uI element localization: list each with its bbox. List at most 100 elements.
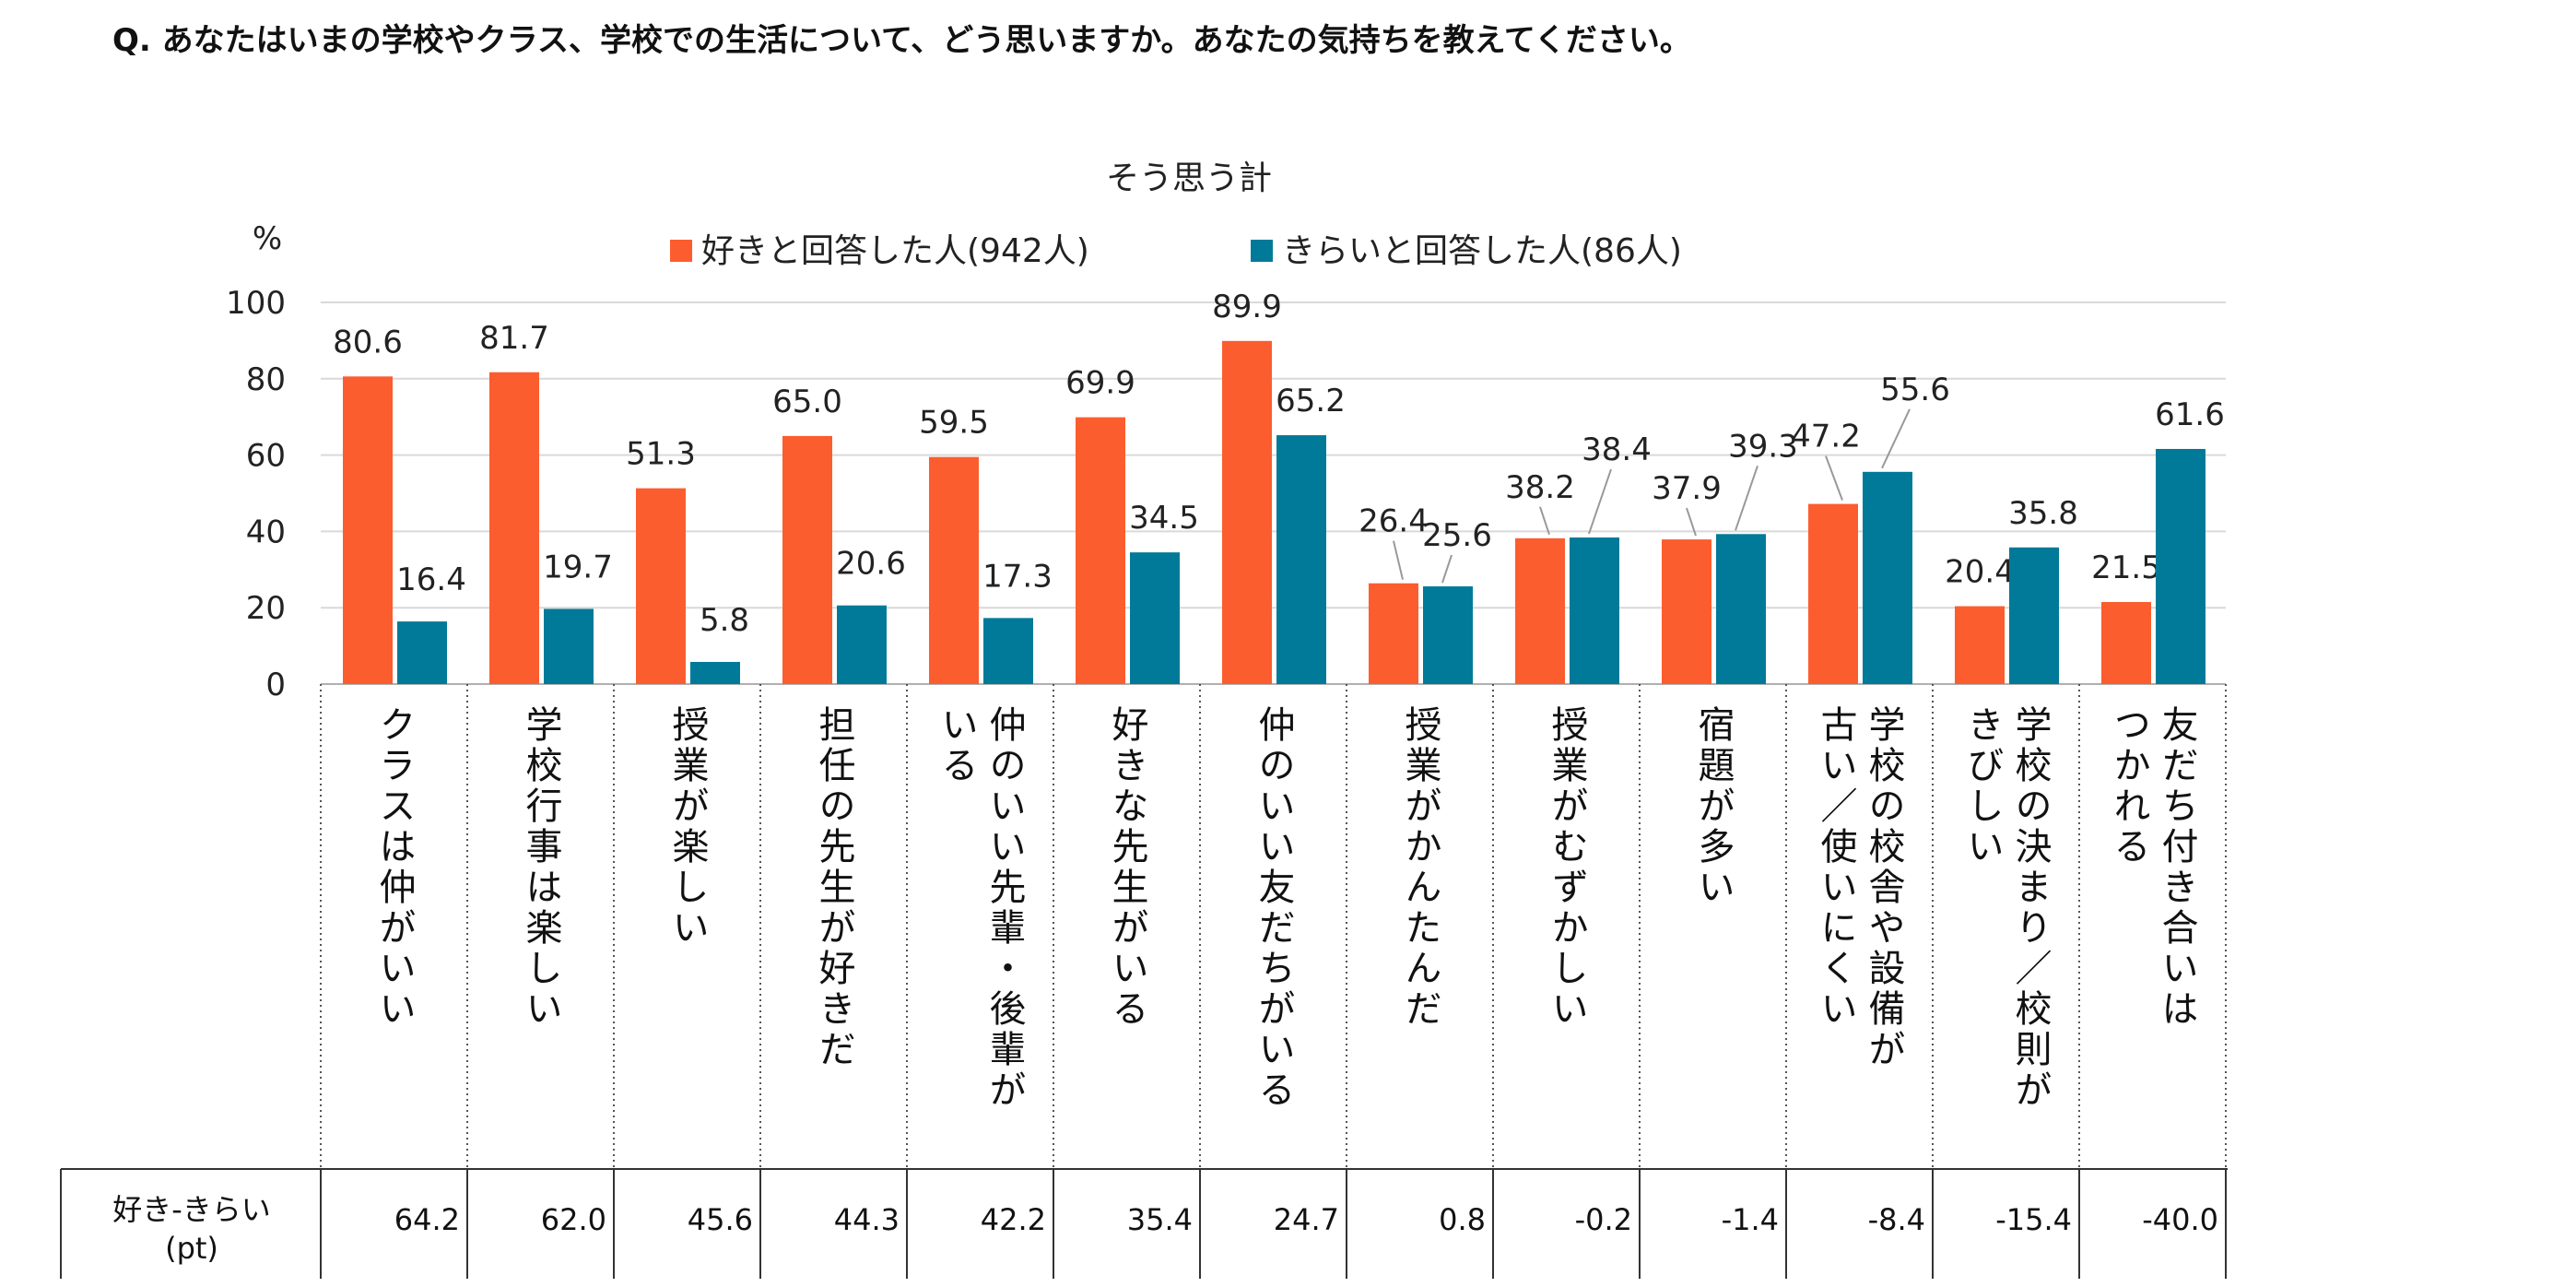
diff-value-2: 45.6 (687, 1202, 753, 1237)
bar-s0-c12 (2101, 601, 2151, 684)
value-label-s1-c4: 17.3 (982, 558, 1053, 595)
category-label-10: 学校の校舎や設備が 古い／使いにくい (1786, 705, 1933, 1185)
bar-s1-c2 (690, 661, 740, 684)
bar-s0-c4 (929, 456, 979, 684)
leader-line-s1-c8 (1588, 468, 1612, 535)
category-label-line: つかれる (2107, 705, 2150, 868)
diff-value-12: -40.0 (2142, 1202, 2218, 1237)
legend-swatch-0 (670, 240, 692, 262)
legend-swatch-1 (1251, 240, 1273, 262)
bar-s0-c10 (1808, 503, 1858, 684)
category-label-line: 担任の先生が好きだ (812, 705, 855, 1070)
value-label-s0-c4: 59.5 (919, 405, 989, 442)
category-label-line: 古い／使いにくい (1814, 705, 1857, 1030)
bar-s0-c8 (1515, 537, 1565, 684)
value-label-s0-c11: 20.4 (1945, 554, 2015, 591)
category-label-line: 宿題が多い (1691, 705, 1735, 908)
value-label-s0-c1: 81.7 (479, 320, 549, 357)
y-tick-label-40: 40 (246, 514, 286, 550)
diff-value-3: 44.3 (833, 1202, 900, 1237)
y-tick-label-80: 80 (246, 361, 286, 398)
bar-s0-c5 (1076, 417, 1125, 684)
category-label-5: 好きな先生がいる (1053, 705, 1200, 1185)
value-label-s1-c12: 61.6 (2155, 396, 2225, 433)
value-label-s0-c10: 47.2 (1791, 419, 1861, 455)
category-label-0: クラスは仲がいい (321, 705, 467, 1185)
bar-s0-c9 (1662, 539, 1711, 684)
diff-value-4: 42.2 (980, 1202, 1046, 1237)
value-label-s0-c7: 26.4 (1359, 503, 1429, 540)
category-label-line: 仲のいい友だちがいる (1252, 705, 1295, 1111)
y-axis-unit: % (253, 220, 282, 257)
bar-s0-c2 (636, 488, 686, 684)
category-label-2: 授業が楽しい (614, 705, 760, 1185)
value-label-s1-c3: 20.6 (836, 546, 906, 583)
value-label-s1-c0: 16.4 (396, 561, 466, 598)
value-label-s1-c5: 34.5 (1129, 500, 1199, 537)
leader-line-s0-c10 (1825, 455, 1843, 501)
category-label-1: 学校行事は楽しい (467, 705, 614, 1185)
category-label-line: 学校行事は楽しい (519, 705, 562, 1030)
category-label-6: 仲のいい友だちがいる (1200, 705, 1347, 1185)
bar-s1-c0 (397, 621, 447, 684)
y-tick-label-60: 60 (246, 438, 286, 475)
diff-row-label: 好き-きらい (pt) (61, 1171, 323, 1287)
y-tick-label-20: 20 (246, 590, 286, 627)
diff-row-label-main: 好き-きらい (112, 1192, 271, 1227)
diff-value-7: 0.8 (1439, 1202, 1486, 1237)
value-label-s1-c1: 19.7 (543, 549, 613, 585)
bar-s1-c11 (2009, 547, 2059, 684)
bar-s1-c10 (1863, 471, 1912, 684)
value-label-s0-c12: 21.5 (2091, 549, 2161, 586)
category-label-line: 授業がむずかしい (1545, 705, 1588, 1030)
category-label-8: 授業がむずかしい (1493, 705, 1640, 1185)
value-label-s0-c0: 80.6 (333, 324, 403, 360)
bar-s1-c7 (1423, 586, 1473, 684)
bar-s1-c4 (983, 618, 1033, 684)
diff-value-0: 64.2 (394, 1202, 460, 1237)
y-tick-label-0: 0 (265, 667, 286, 703)
category-label-line: クラスは仲がいい (372, 705, 416, 1030)
diff-value-1: 62.0 (540, 1202, 606, 1237)
diff-value-10: -8.4 (1867, 1202, 1925, 1237)
value-label-s0-c9: 37.9 (1652, 470, 1722, 507)
y-tick-label-100: 100 (226, 285, 286, 322)
category-label-12: 友だち付き合いは つかれる (2079, 705, 2226, 1185)
leader-line-s1-c7 (1441, 554, 1453, 584)
category-label-line: 学校の決まり／校則が (2008, 705, 2052, 1111)
category-label-line: 授業がかんたんだ (1398, 705, 1441, 1030)
bar-s0-c1 (489, 372, 539, 684)
category-label-line: いる (935, 705, 978, 786)
value-label-s0-c3: 65.0 (772, 384, 842, 420)
diff-value-6: 24.7 (1273, 1202, 1339, 1237)
bar-s1-c5 (1130, 552, 1180, 684)
category-label-7: 授業がかんたんだ (1347, 705, 1493, 1185)
category-label-line: 授業が楽しい (665, 705, 709, 949)
diff-value-9: -1.4 (1721, 1202, 1779, 1237)
leader-line-s1-c10 (1881, 408, 1911, 469)
value-label-s1-c11: 35.8 (2008, 495, 2078, 532)
category-label-line: きびしい (1960, 705, 2004, 868)
value-label-s0-c8: 38.2 (1505, 469, 1575, 506)
bar-s1-c1 (544, 608, 594, 684)
bar-s0-c6 (1222, 340, 1272, 684)
diff-value-11: -15.4 (1995, 1202, 2072, 1237)
category-label-line: 仲のいい先輩・後輩が (982, 705, 1026, 1111)
bar-s1-c12 (2156, 448, 2205, 684)
value-label-s1-c8: 38.4 (1582, 431, 1652, 468)
bar-s0-c0 (343, 376, 393, 684)
value-label-s0-c5: 69.9 (1065, 365, 1135, 402)
bar-s1-c9 (1716, 534, 1766, 684)
leader-line-s1-c9 (1735, 465, 1759, 531)
bar-s1-c6 (1276, 435, 1326, 684)
bar-s0-c7 (1369, 583, 1418, 684)
value-label-s1-c2: 5.8 (700, 602, 749, 639)
diff-value-8: -0.2 (1574, 1202, 1632, 1237)
diff-row-label-unit: (pt) (165, 1231, 218, 1266)
bar-s0-c3 (782, 435, 832, 684)
leader-line-s0-c9 (1686, 507, 1697, 537)
category-label-line: 友だち付き合いは (2155, 705, 2198, 1030)
leader-line-s0-c7 (1393, 540, 1404, 580)
diff-value-5: 35.4 (1126, 1202, 1193, 1237)
value-label-s0-c2: 51.3 (626, 436, 696, 473)
